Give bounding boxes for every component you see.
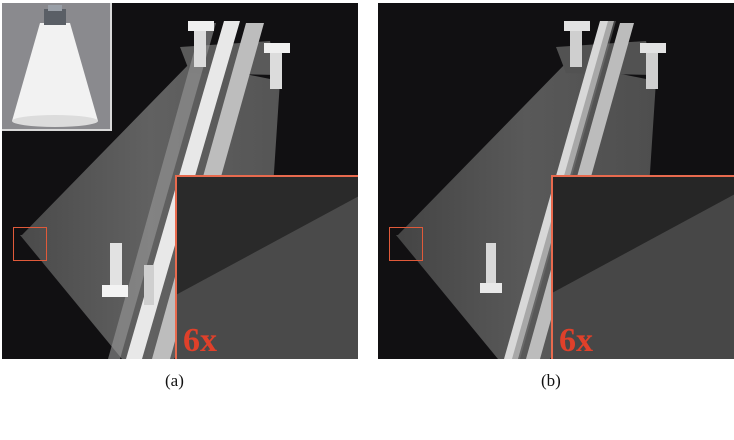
zoom-inset: 6x bbox=[175, 175, 358, 359]
zoom-region bbox=[553, 177, 734, 359]
zoom-label: 6x bbox=[559, 322, 593, 359]
object-photo bbox=[2, 3, 112, 131]
panel-b-image: 6x bbox=[378, 3, 734, 359]
roi-box bbox=[389, 227, 423, 261]
zoom-label: 6x bbox=[183, 322, 217, 359]
zoom-region bbox=[177, 177, 358, 359]
zoom-inset: 6x bbox=[551, 175, 734, 359]
panel-a-image: 6x bbox=[2, 3, 358, 359]
caption-a: (a) bbox=[165, 371, 184, 390]
caption-b: (b) bbox=[541, 371, 561, 390]
roi-box bbox=[13, 227, 47, 261]
